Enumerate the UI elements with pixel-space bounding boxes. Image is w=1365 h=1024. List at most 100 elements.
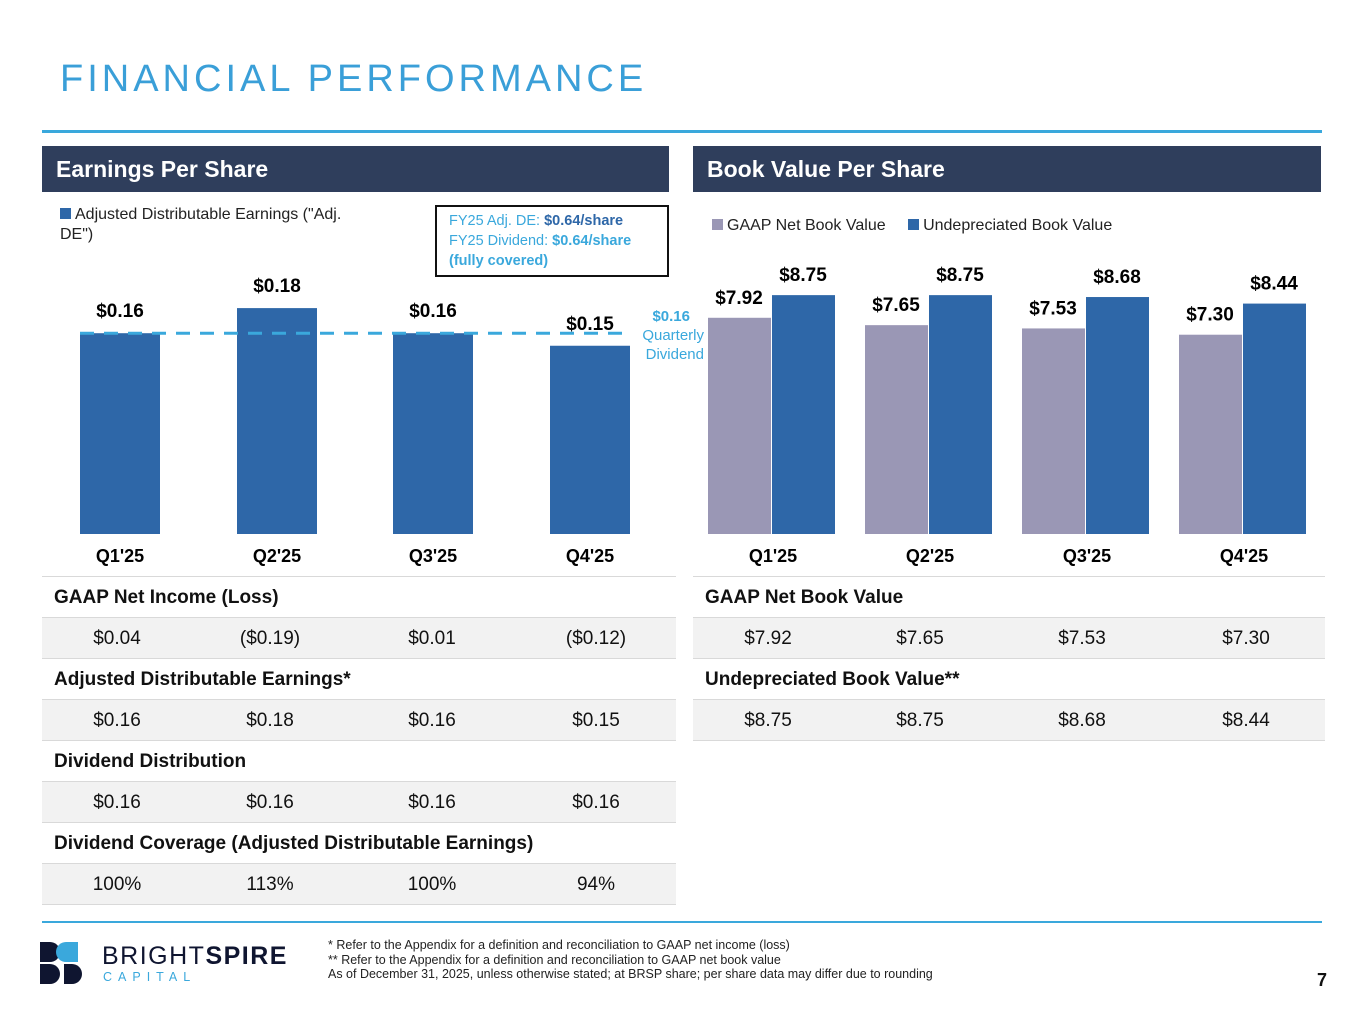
x-tick-label: Q4'25 xyxy=(1220,546,1268,566)
legend-label: Adjusted Distributable Earnings ("Adj. D… xyxy=(60,206,342,243)
table-cell: $8.44 xyxy=(1222,710,1270,731)
table-cell: $0.16 xyxy=(572,792,620,813)
eps-bar xyxy=(550,345,630,534)
logo-text: BRIGHTSPIRE xyxy=(102,942,288,970)
table-row: 100% 113% 100% 94% xyxy=(42,864,676,905)
row-label: GAAP Net Book Value xyxy=(693,577,1325,618)
table-cell: $0.16 xyxy=(93,792,141,813)
eps-data-label: $0.15 xyxy=(566,314,614,335)
row-label: Undepreciated Book Value** xyxy=(693,659,1325,700)
dividend-label: Quarterly xyxy=(642,327,704,344)
callout-value: $0.64/share xyxy=(552,233,632,249)
footer-divider xyxy=(42,921,1322,923)
table-cell: 94% xyxy=(576,874,616,895)
footnote: As of December 31, 2025, unless otherwis… xyxy=(328,967,933,981)
table-cell: $8.75 xyxy=(896,710,944,731)
x-tick-label: Q3'25 xyxy=(1063,546,1111,566)
table-cell: $7.53 xyxy=(1058,628,1106,649)
bv-data-label: $7.92 xyxy=(715,288,763,309)
gaap-bv-bar xyxy=(1179,334,1242,534)
gaap-bv-bar xyxy=(708,317,771,534)
table-cell: $0.16 xyxy=(93,710,141,731)
eps-header: Earnings Per Share xyxy=(42,146,669,192)
x-tick-label: Q2'25 xyxy=(253,546,301,566)
page-title: FINANCIAL PERFORMANCE xyxy=(60,58,648,100)
table-row: $0.16 $0.18 $0.16 $0.15 xyxy=(42,700,676,741)
footnote: * Refer to the Appendix for a definition… xyxy=(328,938,790,952)
table-row: $7.92 $7.65 $7.53 $7.30 xyxy=(693,618,1325,659)
table-row: $0.16 $0.16 $0.16 $0.16 xyxy=(42,782,676,823)
table-cell: $0.16 xyxy=(246,792,294,813)
table-cell: $8.68 xyxy=(1058,710,1106,731)
dividend-label: Dividend xyxy=(646,346,704,363)
eps-legend: Adjusted Distributable Earnings ("Adj. D… xyxy=(60,205,360,245)
ubv-bar xyxy=(1243,303,1306,534)
eps-bar xyxy=(393,333,473,534)
bv-legend: GAAP Net Book Value Undepreciated Book V… xyxy=(712,216,1112,236)
eps-data-label: $0.18 xyxy=(253,276,301,297)
eps-bar xyxy=(80,333,160,534)
table-cell: $0.15 xyxy=(572,710,620,731)
footnotes: * Refer to the Appendix for a definition… xyxy=(328,938,933,982)
ubv-bar xyxy=(1086,297,1149,534)
callout-label: FY25 Dividend: xyxy=(449,233,553,249)
x-tick-label: Q1'25 xyxy=(749,546,797,566)
x-tick-label: Q2'25 xyxy=(906,546,954,566)
x-tick-label: Q1'25 xyxy=(96,546,144,566)
bv-data-label: $8.44 xyxy=(1250,274,1298,295)
charts: $0.16 Q1'25 $0.18 Q2'25 $0.16 Q3'25 $0.15 Q4'25… xyxy=(80,265,1306,566)
table-row: $8.75 $8.75 $8.68 $8.44 xyxy=(693,700,1325,741)
table-cell: 113% xyxy=(246,874,294,895)
table-cell: 100% xyxy=(92,874,142,895)
table-cell: 100% xyxy=(407,874,457,895)
bv-data-label: $7.65 xyxy=(872,295,920,316)
row-label: GAAP Net Income (Loss) xyxy=(42,577,676,618)
table-row: $0.04 ($0.19) $0.01 ($0.12) xyxy=(42,618,676,659)
footnote: ** Refer to the Appendix for a definitio… xyxy=(328,952,781,967)
ubv-bar xyxy=(772,295,835,534)
table-cell: $7.30 xyxy=(1222,628,1270,649)
svg-text:CAPITAL: CAPITAL xyxy=(103,970,196,984)
bv-data-label: $8.75 xyxy=(936,265,984,286)
ubv-bar xyxy=(929,295,992,534)
table-cell: ($0.12) xyxy=(565,628,627,649)
eps-data-label: $0.16 xyxy=(409,301,457,322)
gaap-bv-bar xyxy=(1022,328,1085,534)
x-tick-label: Q3'25 xyxy=(409,546,457,566)
table-cell: $0.16 xyxy=(408,710,456,731)
callout-label: FY25 Adj. DE: xyxy=(449,213,545,229)
dividend-value: $0.16 xyxy=(652,308,690,325)
fy25-callout: FY25 Adj. DE: $0.64/share FY25 Dividend:… xyxy=(435,205,669,277)
legend-swatch xyxy=(712,219,723,230)
table-cell: $8.75 xyxy=(744,710,792,731)
bv-data-label: $7.30 xyxy=(1186,305,1234,326)
row-label: Adjusted Distributable Earnings* xyxy=(42,659,676,700)
legend-swatch xyxy=(60,208,71,219)
title-divider xyxy=(42,130,1322,133)
x-tick-label: Q4'25 xyxy=(566,546,614,566)
bv-data-label: $8.68 xyxy=(1093,267,1141,288)
table-cell: ($0.19) xyxy=(239,628,301,649)
bv-table: GAAP Net Book Value $7.92 $7.65 $7.53 $7.30 U… xyxy=(693,576,1325,741)
eps-bar xyxy=(237,308,317,534)
table-cell: $7.92 xyxy=(744,628,792,649)
legend-swatch xyxy=(908,219,920,230)
table-cell: $7.65 xyxy=(896,628,944,649)
table-cell: $0.16 xyxy=(408,792,456,813)
legend-label: Undepreciated Book Value xyxy=(923,217,1113,234)
eps-table: GAAP Net Income (Loss) $0.04 ($0.19) $0.01 (… xyxy=(42,576,676,905)
bv-header: Book Value Per Share xyxy=(693,146,1321,192)
row-label: Dividend Distribution xyxy=(42,741,676,782)
bv-data-label: $7.53 xyxy=(1029,298,1077,319)
table-cell: $0.04 xyxy=(93,628,141,649)
callout-value: $0.64/share xyxy=(544,213,624,229)
eps-data-label: $0.16 xyxy=(96,301,144,322)
table-cell: $0.18 xyxy=(246,710,294,731)
logo: BRIGHTSPIRE CAPITAL xyxy=(40,940,300,989)
gaap-bv-bar xyxy=(865,325,928,534)
logo-mark-icon: BRIGHTSPIRE CAPITAL xyxy=(40,942,288,984)
page-number: 7 xyxy=(1316,970,1327,990)
bv-data-label: $8.75 xyxy=(779,265,827,286)
table-cell: $0.01 xyxy=(408,628,456,649)
callout-note: (fully covered) xyxy=(449,253,549,269)
